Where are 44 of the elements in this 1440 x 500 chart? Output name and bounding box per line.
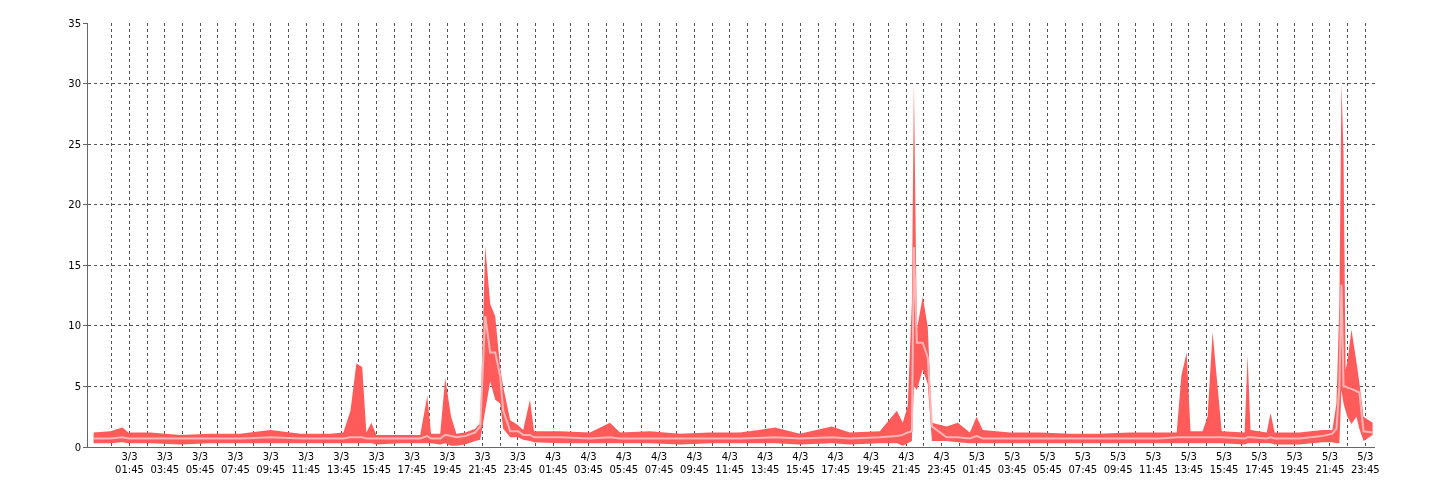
x-tick-label: 4/3 11:45 — [715, 451, 745, 475]
x-tick-label: 3/3 01:45 — [115, 451, 144, 475]
x-tick-label: 4/3 21:45 — [891, 451, 921, 475]
x-tick-label: 5/3 11:45 — [1139, 451, 1168, 475]
y-tick-label: 10 — [68, 320, 81, 332]
x-tick-label: 5/3 19:45 — [1280, 451, 1310, 475]
y-tick-label: 20 — [68, 199, 81, 211]
x-tick-label: 3/3 17:45 — [397, 451, 427, 475]
y-tick-label: 0 — [74, 441, 81, 453]
x-tick-label: 5/3 21:45 — [1315, 451, 1345, 475]
x-tick-label: 4/3 15:45 — [785, 451, 815, 475]
x-tick-label: 5/3 01:45 — [962, 451, 992, 475]
x-tick-label: 4/3 03:45 — [574, 451, 603, 475]
x-tick-label: 4/3 05:45 — [609, 451, 639, 475]
x-tick-label: 3/3 09:45 — [256, 451, 286, 475]
x-tick-label: 3/3 11:45 — [291, 451, 321, 475]
x-tick-label: 4/3 17:45 — [821, 451, 851, 475]
y-tick-label: 15 — [68, 259, 81, 271]
x-tick-label: 4/3 23:45 — [927, 451, 956, 475]
x-tick-label: 4/3 07:45 — [644, 451, 674, 475]
y-tick-label: 5 — [74, 380, 81, 392]
x-tick-label: 3/3 21:45 — [468, 451, 497, 475]
x-tick-label: 3/3 19:45 — [432, 451, 462, 475]
x-tick-label: 3/3 05:45 — [185, 451, 215, 475]
x-tick-label: 5/3 17:45 — [1244, 451, 1274, 475]
x-tick-label: 5/3 07:45 — [1068, 451, 1098, 475]
x-tick-label: 5/3 23:45 — [1350, 451, 1380, 475]
x-tick-label: 3/3 13:45 — [326, 451, 356, 475]
x-tick-label: 3/3 15:45 — [362, 451, 392, 475]
x-tick-label: 3/3 07:45 — [221, 451, 250, 475]
y-tick-label: 30 — [68, 78, 81, 90]
x-tick-label: 5/3 09:45 — [1103, 451, 1133, 475]
x-tick-label: 3/3 03:45 — [150, 451, 180, 475]
x-tick-label: 5/3 03:45 — [997, 451, 1027, 475]
x-tick-label: 4/3 19:45 — [856, 451, 886, 475]
y-tick-label: 25 — [68, 138, 81, 150]
x-tick-label: 4/3 13:45 — [750, 451, 780, 475]
x-tick-label: 4/3 01:45 — [538, 451, 568, 475]
y-tick-label: 35 — [68, 17, 81, 29]
x-tick-label: 5/3 05:45 — [1033, 451, 1062, 475]
x-tick-label: 4/3 09:45 — [680, 451, 709, 475]
x-tick-label: 5/3 13:45 — [1174, 451, 1204, 475]
x-tick-label: 5/3 15:45 — [1209, 451, 1239, 475]
x-tick-label: 3/3 23:45 — [503, 451, 533, 475]
